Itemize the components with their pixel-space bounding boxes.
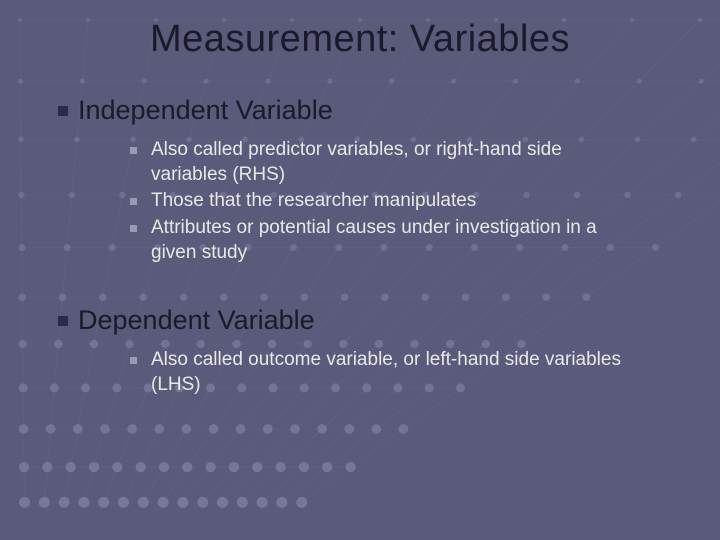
square-bullet-icon (58, 316, 68, 326)
section-independent: Independent Variable Also called predict… (40, 95, 680, 265)
slide-title: Measurement: Variables (40, 18, 680, 61)
sub-list: Also called predictor variables, or righ… (130, 138, 640, 265)
section-heading: Independent Variable (58, 95, 680, 126)
square-bullet-icon (58, 106, 68, 116)
list-item-text: Attributes or potential causes under inv… (151, 216, 640, 265)
list-item-text: Also called outcome variable, or left-ha… (151, 348, 640, 397)
list-item: Also called outcome variable, or left-ha… (130, 348, 640, 397)
slide-content: Measurement: Variables Independent Varia… (0, 0, 720, 398)
list-item: Also called predictor variables, or righ… (130, 138, 640, 187)
section-heading: Dependent Variable (58, 305, 680, 336)
section-dependent: Dependent Variable Also called outcome v… (40, 305, 680, 397)
small-square-bullet-icon (130, 147, 137, 154)
list-item-text: Those that the researcher manipulates (151, 189, 476, 214)
section-title: Dependent Variable (78, 305, 315, 336)
small-square-bullet-icon (130, 357, 137, 364)
small-square-bullet-icon (130, 198, 137, 205)
list-item-text: Also called predictor variables, or righ… (151, 138, 640, 187)
list-item: Attributes or potential causes under inv… (130, 216, 640, 265)
sub-list: Also called outcome variable, or left-ha… (130, 348, 640, 397)
small-square-bullet-icon (130, 225, 137, 232)
section-title: Independent Variable (78, 95, 333, 126)
list-item: Those that the researcher manipulates (130, 189, 640, 214)
